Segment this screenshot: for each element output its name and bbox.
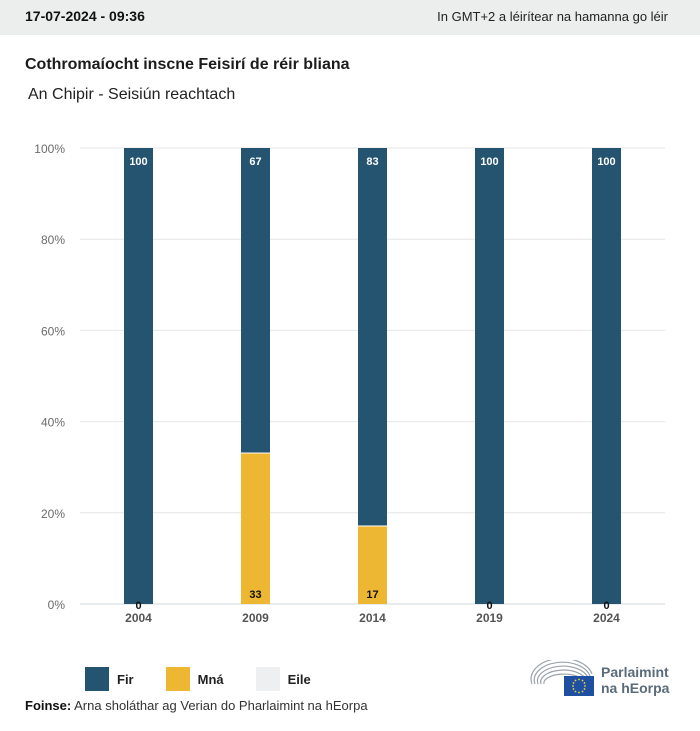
bar-men bbox=[592, 148, 621, 604]
data-label-women: 0 bbox=[603, 600, 609, 612]
data-label-men: 100 bbox=[480, 156, 498, 168]
eu-flag-icon bbox=[564, 676, 594, 696]
data-label-women: 0 bbox=[135, 600, 141, 612]
datetime: 17-07-2024 - 09:36 bbox=[25, 8, 145, 24]
bar-chart: 0%20%40%60%80%100%1000200467332009831720… bbox=[34, 142, 665, 625]
legend: Fir Mná Eile bbox=[85, 667, 331, 691]
data-label-women: 0 bbox=[486, 600, 492, 612]
legend-label-women: Mná bbox=[197, 671, 224, 687]
source-label: Foinse: bbox=[25, 698, 72, 713]
data-label-women: 17 bbox=[366, 589, 378, 601]
bar-women bbox=[241, 453, 270, 604]
logo-line-2: na hEorpa bbox=[601, 680, 670, 696]
data-label-men: 100 bbox=[129, 156, 147, 168]
x-tick-label: 2009 bbox=[242, 611, 269, 625]
x-tick-label: 2014 bbox=[359, 611, 386, 625]
chart-title: Cothromaíocht inscne Feisirí de réir bli… bbox=[25, 56, 350, 73]
legend-item-other[interactable]: Eile bbox=[255, 667, 311, 691]
ep-logo: Parlaimint na hEorpa bbox=[530, 657, 680, 700]
y-tick-label: 100% bbox=[34, 142, 65, 156]
y-tick-label: 0% bbox=[48, 598, 66, 612]
data-label-men: 67 bbox=[249, 156, 261, 168]
parliament-hemicycle-icon bbox=[530, 657, 594, 696]
legend-item-women[interactable]: Mná bbox=[165, 667, 224, 691]
logo-text: Parlaimint na hEorpa bbox=[601, 664, 669, 696]
y-tick-label: 60% bbox=[41, 324, 65, 338]
bar-women bbox=[358, 526, 387, 604]
x-tick-label: 2019 bbox=[476, 611, 503, 625]
logo-line-1: Parlaimint bbox=[601, 664, 669, 680]
legend-label-other: Eile bbox=[287, 671, 311, 687]
legend-swatch-other bbox=[255, 667, 280, 691]
bar-men bbox=[475, 148, 504, 604]
bar-men bbox=[124, 148, 153, 604]
chart-subtitle: An Chipir - Seisiún reachtach bbox=[28, 86, 236, 103]
y-tick-label: 20% bbox=[41, 507, 65, 521]
legend-swatch-men bbox=[85, 667, 109, 691]
timezone-note: In GMT+2 a léirítear na hamanna go léir bbox=[437, 9, 668, 24]
data-label-men: 100 bbox=[597, 156, 615, 168]
bar-men bbox=[358, 148, 387, 526]
data-label-men: 83 bbox=[366, 156, 378, 168]
x-tick-label: 2004 bbox=[125, 611, 152, 625]
data-label-women: 33 bbox=[249, 589, 261, 601]
x-tick-label: 2024 bbox=[593, 611, 620, 625]
bar-men bbox=[241, 148, 270, 453]
legend-swatch-women bbox=[165, 667, 190, 691]
source-note: Foinse: Arna sholáthar ag Verian do Phar… bbox=[25, 698, 368, 713]
source-text: Arna sholáthar ag Verian do Pharlaimint … bbox=[74, 698, 368, 713]
y-tick-label: 40% bbox=[41, 416, 65, 430]
legend-label-men: Fir bbox=[117, 671, 134, 687]
legend-item-men[interactable]: Fir bbox=[85, 667, 134, 691]
y-tick-label: 80% bbox=[41, 233, 65, 247]
header-bar: 17-07-2024 - 09:36 In GMT+2 a léirítear … bbox=[0, 0, 700, 35]
